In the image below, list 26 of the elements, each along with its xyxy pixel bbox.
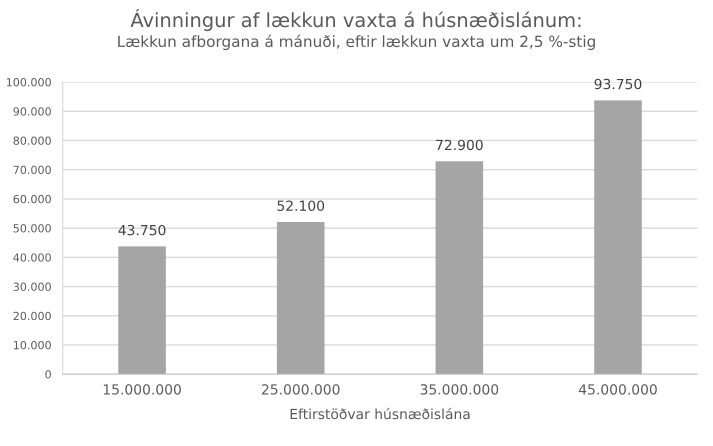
y-tick-label: 0 <box>45 370 51 379</box>
x-tick-label: 15.000.000 <box>104 384 181 395</box>
data-label: 72.900 <box>436 140 483 150</box>
y-tick-label: 90.000 <box>13 107 51 116</box>
y-tick-label: 10.000 <box>14 340 51 350</box>
y-tick-label: 20.000 <box>14 312 51 320</box>
y-tick-label: 50.000 <box>14 224 51 233</box>
data-label: 52.100 <box>277 200 324 211</box>
y-tick-label: 100.000 <box>6 78 51 86</box>
x-tick-label: 35.000.000 <box>420 384 498 395</box>
bar <box>594 100 642 374</box>
bar <box>436 161 484 374</box>
y-tick-label: 30.000 <box>14 282 51 291</box>
y-tick-label: 80.000 <box>14 136 51 145</box>
x-tick-label: 45.000.000 <box>578 384 657 395</box>
y-tick-label: 60.000 <box>14 194 51 204</box>
bar <box>118 246 166 374</box>
y-tick-label: 40.000 <box>13 253 51 262</box>
chart-title: Ávinningur af lækkun vaxta á húsnæðislánum: <box>130 9 580 32</box>
x-tick-label: 25.000.000 <box>262 384 340 395</box>
data-label: 43.750 <box>118 224 166 236</box>
x-axis-title: Eftirstöðvar húsnæðislána <box>290 408 470 420</box>
chart-subtitle: Lækkun afborgana á mánuði, eftir lækkun vaxta um 2,5 %-stig <box>118 34 595 50</box>
data-label: 93.750 <box>594 78 642 90</box>
y-tick-label: 70.000 <box>14 166 51 174</box>
bar <box>276 222 325 374</box>
